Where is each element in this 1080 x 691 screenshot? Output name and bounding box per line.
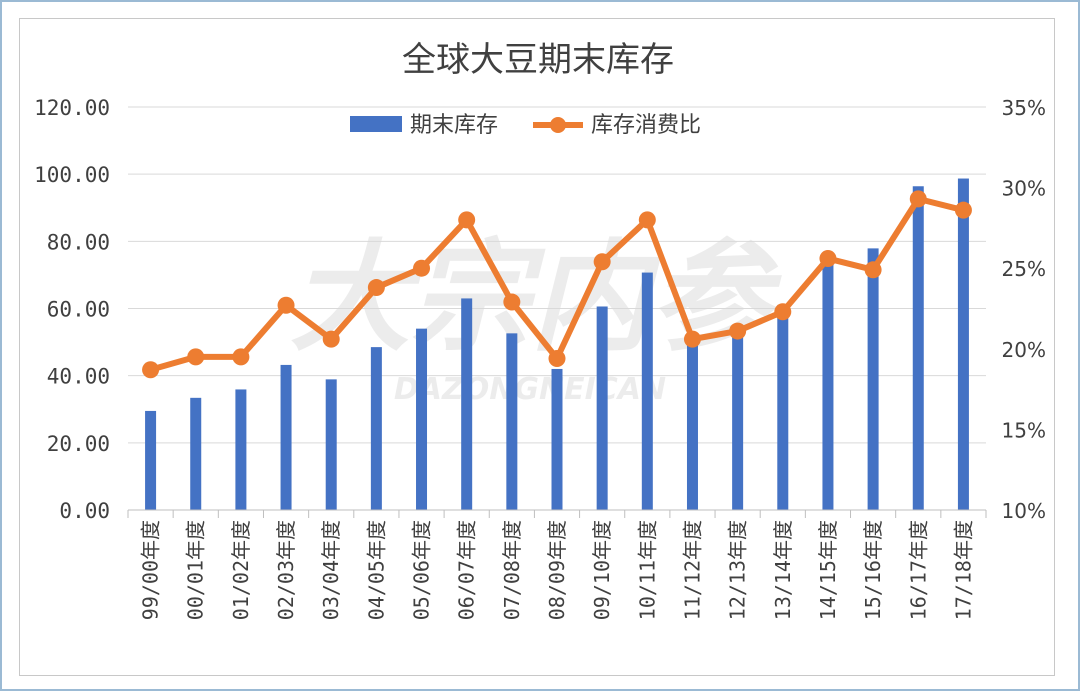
- bar: [280, 364, 292, 510]
- x-tick-label: 17/18年度: [951, 520, 975, 620]
- line-point: [774, 303, 792, 321]
- x-tick-label: 06/07年度: [455, 520, 479, 620]
- legend-line-marker: [550, 117, 566, 133]
- x-axis: 99/00年度 00/01年度 01/02年度 02/03年度 03/04年度 04/05…: [127, 509, 987, 620]
- right-axis: 10% 15% 20% 25% 30% 35%: [1002, 96, 1046, 523]
- line-point: [322, 330, 340, 348]
- chart-title: 全球大豆期末库存: [402, 40, 674, 80]
- x-tick-label: 16/17年度: [906, 520, 930, 620]
- x-tick-label: 05/06年度: [410, 520, 434, 620]
- line-point: [413, 259, 431, 277]
- bar: [732, 325, 744, 510]
- x-tick-label: 02/03年度: [274, 520, 298, 620]
- legend-bar-swatch: [350, 116, 402, 132]
- left-tick-label: 100.00: [34, 163, 110, 187]
- line-point: [593, 253, 611, 271]
- bar: [551, 368, 563, 510]
- x-tick-label: 99/00年度: [139, 520, 163, 620]
- x-tick-label: 14/15年度: [816, 520, 840, 620]
- right-tick-label: 35%: [1002, 96, 1046, 120]
- line-point: [729, 322, 747, 340]
- line-point: [277, 296, 295, 314]
- bar-series: [145, 178, 969, 511]
- bar: [370, 347, 382, 510]
- bar: [145, 410, 157, 510]
- svg-text:DAZONGNEICAN: DAZONGNEICAN: [394, 372, 666, 407]
- line-point: [232, 348, 250, 366]
- svg-text:大宗内参: 大宗内参: [290, 229, 782, 368]
- line-point: [367, 279, 385, 297]
- x-tick-label: 09/10年度: [590, 520, 614, 620]
- line-series: [142, 190, 972, 379]
- line-point: [548, 349, 566, 367]
- right-tick-label: 10%: [1002, 499, 1046, 523]
- line-point: [638, 211, 656, 229]
- line-point: [864, 261, 882, 279]
- bar: [641, 272, 653, 510]
- bar: [416, 328, 428, 510]
- right-tick-label: 15%: [1002, 418, 1046, 442]
- right-tick-label: 30%: [1002, 177, 1046, 201]
- bar: [506, 333, 518, 510]
- x-tick-label: 03/04年度: [319, 520, 343, 620]
- x-tick-label: 15/16年度: [861, 520, 885, 620]
- legend-line-label: 库存消费比: [591, 113, 701, 138]
- right-tick-label: 20%: [1002, 338, 1046, 362]
- bar: [912, 186, 924, 511]
- left-tick-label: 0.00: [59, 499, 110, 523]
- x-tick-label: 00/01年度: [184, 520, 208, 620]
- bar: [822, 261, 834, 510]
- bar: [596, 306, 608, 510]
- line-point: [142, 361, 160, 379]
- bar: [957, 178, 969, 510]
- bar: [867, 248, 879, 510]
- left-tick-label: 80.00: [47, 230, 110, 254]
- bar: [461, 298, 473, 510]
- legend: 期末库存 库存消费比: [350, 113, 701, 138]
- line-point: [458, 211, 476, 229]
- x-tick-label: 12/13年度: [726, 520, 750, 620]
- left-tick-label: 120.00: [34, 96, 110, 120]
- x-tick-label: 10/11年度: [635, 520, 659, 620]
- x-tick-label: 01/02年度: [229, 520, 253, 620]
- bar: [325, 379, 337, 510]
- line-point: [954, 201, 972, 219]
- x-tick-label: 11/12年度: [680, 520, 704, 620]
- bar: [777, 305, 789, 510]
- left-tick-label: 20.00: [47, 432, 110, 456]
- watermark: 大宗内参 DAZONGNEICAN: [290, 229, 782, 407]
- x-tick-label: 13/14年度: [771, 520, 795, 620]
- left-tick-label: 40.00: [47, 365, 110, 389]
- x-tick-label: 08/09年度: [545, 520, 569, 620]
- line-point: [909, 190, 927, 208]
- right-tick-label: 25%: [1002, 257, 1046, 281]
- line-point: [503, 293, 521, 311]
- line-point: [819, 250, 837, 268]
- bar: [190, 397, 202, 510]
- left-axis: 0.00 20.00 40.00 60.00 80.00 100.00 120.00: [34, 96, 110, 523]
- x-tick-label: 04/05年度: [364, 520, 388, 620]
- chart-frame: 大宗内参 DAZONGNEICAN 99/00年度 00/01年度 01/02年度 0…: [19, 18, 1055, 676]
- x-tick-label: 07/08年度: [500, 520, 524, 620]
- chart-svg: 大宗内参 DAZONGNEICAN 99/00年度 00/01年度 01/02年度 0…: [34, 40, 1046, 620]
- legend-bar-label: 期末库存: [410, 113, 498, 138]
- bar: [686, 333, 698, 510]
- line-point: [187, 348, 205, 366]
- line-point: [683, 330, 701, 348]
- left-tick-label: 60.00: [47, 298, 110, 322]
- bar: [235, 389, 247, 510]
